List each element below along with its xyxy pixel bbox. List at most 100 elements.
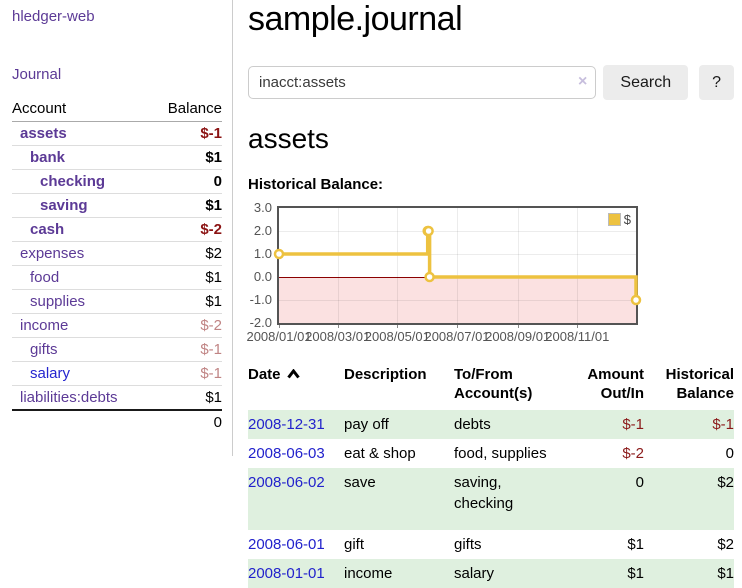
transaction-description: gift	[344, 535, 365, 553]
y-axis-label: -2.0	[249, 315, 272, 331]
account-balance: $1	[150, 193, 222, 218]
brand-link[interactable]: hledger-web	[12, 8, 95, 25]
register-table: Date Description To/From Account(s) Amou…	[248, 364, 734, 588]
sidebar: hledger-web Journal Account Balance asse…	[0, 0, 233, 456]
account-row: assets $-1	[12, 121, 222, 146]
register-header-date[interactable]: Date	[248, 364, 344, 410]
register-header-amount: Amount Out/In	[587, 366, 644, 403]
page-title: sample.journal	[248, 0, 463, 38]
transaction-description: eat & shop	[344, 444, 416, 462]
date-header-label: Date	[248, 366, 281, 384]
account-balance: $-2	[150, 313, 222, 338]
gridline	[517, 208, 519, 324]
transaction-amount: 0	[635, 473, 644, 491]
transaction-date-link[interactable]: 2008-12-31	[248, 415, 325, 433]
x-axis-label: 2008/03/01	[305, 329, 371, 345]
account-row: gifts $-1	[12, 337, 222, 362]
x-axis-tick	[397, 325, 399, 329]
chart-plot[interactable]: $	[273, 206, 642, 326]
x-axis-label: 2008/11/01	[545, 329, 610, 345]
y-axis-label: 3.0	[253, 200, 272, 216]
x-axis-tick	[577, 325, 579, 329]
data-point-marker	[424, 272, 435, 283]
transaction-date-link[interactable]: 2008-01-01	[248, 564, 325, 582]
x-axis-tick	[517, 325, 519, 329]
transaction-balance: $2	[717, 473, 734, 491]
account-balance: $1	[150, 289, 222, 314]
data-point-marker	[273, 249, 285, 260]
account-balance: $1	[150, 265, 222, 290]
gridline	[279, 231, 636, 233]
transaction-balance: 0	[725, 444, 734, 462]
account-link-supplies[interactable]: supplies	[30, 293, 86, 310]
account-row: expenses $2	[12, 241, 222, 266]
gridline	[457, 208, 458, 324]
help-button[interactable]: ?	[699, 65, 734, 101]
transaction-balance: $-1	[712, 415, 734, 433]
x-axis-label: 2008/09/01	[485, 329, 551, 345]
account-link-gifts[interactable]: gifts	[30, 341, 58, 358]
search-form: × Search ?	[248, 65, 734, 101]
account-row: liabilities:debts $1	[12, 385, 222, 411]
account-link-income[interactable]: income	[20, 317, 69, 334]
gridline	[337, 208, 339, 324]
legend-swatch-icon	[607, 213, 621, 227]
register-row: 2008-01-01 income salary $1 $1	[248, 558, 734, 588]
x-axis-tick	[457, 325, 458, 329]
account-link-checking[interactable]: checking	[40, 173, 106, 190]
x-axis-tick	[337, 325, 339, 329]
y-axis-label: 2.0	[253, 223, 272, 239]
x-axis-label: 2008/05/01	[364, 329, 430, 345]
transaction-date-link[interactable]: 2008-06-01	[248, 535, 325, 553]
transaction-accounts: saving, checking	[454, 473, 514, 512]
x-axis-label: 2008/07/01	[424, 329, 490, 345]
y-axis-label: 0.0	[253, 269, 272, 285]
accounts-header-account: Account	[12, 98, 151, 122]
account-row: food $1	[12, 265, 222, 290]
search-button[interactable]: Search	[603, 65, 689, 101]
transaction-description: save	[344, 473, 376, 491]
account-link-assets[interactable]: assets	[20, 125, 67, 142]
transaction-date-link[interactable]: 2008-06-03	[248, 444, 325, 462]
accounts-header-balance: Balance	[150, 98, 222, 122]
account-heading: assets	[248, 123, 329, 155]
transaction-balance: $2	[717, 535, 734, 553]
account-balance: $-1	[150, 361, 222, 386]
search-input[interactable]	[248, 66, 597, 100]
sidebar-item-journal[interactable]: Journal	[12, 66, 62, 83]
transaction-accounts: food, supplies	[454, 444, 547, 462]
account-row: checking 0	[12, 169, 222, 194]
accounts-table: Account Balance assets $-1 bank $1 checkin…	[12, 98, 222, 434]
transaction-amount: $1	[627, 535, 644, 553]
account-link-salary[interactable]: salary	[30, 365, 71, 382]
gridline	[577, 208, 579, 324]
accounts-total-value: 0	[150, 409, 222, 434]
transaction-date-link[interactable]: 2008-06-02	[248, 473, 325, 491]
x-axis-tick	[279, 325, 280, 329]
account-link-food[interactable]: food	[30, 269, 60, 286]
clear-search-icon[interactable]: ×	[578, 73, 588, 91]
register-row: 2008-06-03 eat & shop food, supplies $-2…	[248, 439, 734, 468]
chart-title: Historical Balance:	[248, 176, 384, 194]
account-link-saving[interactable]: saving	[40, 197, 88, 214]
transaction-accounts: gifts	[454, 535, 482, 553]
account-link-expenses[interactable]: expenses	[20, 245, 85, 262]
transaction-description: income	[344, 564, 393, 582]
register-header-description: Description	[344, 366, 427, 384]
register-row: 2008-06-02 save saving, checking 0 $2	[248, 467, 734, 530]
transaction-balance: $1	[717, 564, 734, 582]
account-link-bank[interactable]: bank	[30, 149, 66, 166]
balance-line-series	[273, 226, 642, 306]
transaction-amount: $1	[627, 564, 644, 582]
transaction-accounts: salary	[454, 564, 495, 582]
historical-balance-chart: $ 3.0 2.0 1.0 0.0 -1.0 -2.0 2008/01/01 2008/03/…	[246, 200, 642, 347]
account-link-liabilities-debts[interactable]: liabilities:debts	[20, 389, 118, 406]
data-point-marker	[423, 226, 434, 237]
account-balance: $1	[150, 385, 222, 411]
account-row: salary $-1	[12, 361, 222, 386]
y-axis-label: 1.0	[253, 246, 272, 262]
transaction-amount: $-1	[622, 415, 644, 433]
gridline	[397, 208, 399, 324]
register-row: 2008-06-01 gift gifts $1 $2	[248, 530, 734, 559]
account-link-cash[interactable]: cash	[30, 221, 65, 238]
